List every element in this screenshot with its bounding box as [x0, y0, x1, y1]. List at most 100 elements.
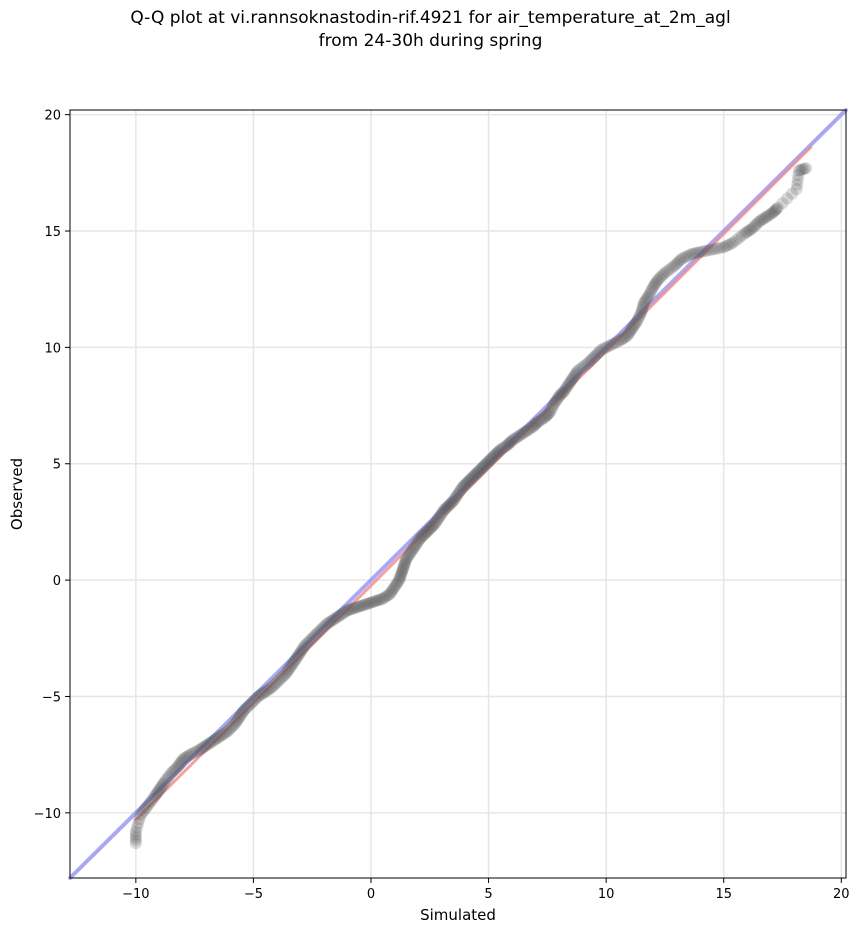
qq-point — [414, 532, 427, 545]
qq-point — [791, 173, 804, 186]
x-axis-label: Simulated — [420, 906, 496, 924]
qq-point — [430, 514, 443, 527]
qq-point — [283, 661, 296, 674]
qq-point — [238, 704, 251, 717]
qq-point — [790, 183, 803, 196]
y-axis-ticks: −10 −5 0 5 10 15 20 — [34, 109, 70, 822]
grid-lines — [70, 110, 846, 878]
qq-point — [792, 169, 805, 182]
qq-point — [630, 315, 643, 328]
qq-point — [506, 434, 519, 447]
y-tick-label: 15 — [44, 225, 61, 240]
qq-point — [427, 519, 440, 532]
qq-point — [168, 763, 181, 776]
qq-point — [360, 597, 373, 610]
qq-point — [637, 299, 650, 312]
qq-point — [636, 304, 649, 317]
qq-point — [616, 333, 629, 346]
qq-point — [567, 371, 580, 384]
qq-point — [325, 614, 338, 627]
qq-point — [399, 554, 412, 567]
qq-point — [468, 469, 481, 482]
qq-point — [523, 422, 536, 435]
qq-point — [141, 799, 154, 812]
qq-point — [300, 637, 313, 650]
qq-point — [614, 334, 627, 347]
qq-point — [501, 439, 514, 452]
qq-point — [288, 654, 301, 667]
qq-point — [584, 354, 597, 367]
qq-point — [221, 725, 234, 738]
qq-point — [313, 625, 326, 638]
qq-point — [154, 781, 167, 794]
qq-point — [503, 436, 516, 449]
qq-point — [631, 313, 644, 326]
qq-point — [416, 529, 429, 542]
qq-point — [744, 223, 757, 236]
qq-point — [424, 521, 437, 534]
qq-point — [218, 727, 231, 740]
qq-point — [229, 716, 242, 729]
qq-point — [537, 412, 550, 425]
qq-point — [626, 322, 639, 335]
qq-point — [225, 721, 238, 734]
qq-point — [304, 634, 317, 647]
qq-point — [798, 162, 811, 175]
qq-point — [611, 335, 624, 348]
qq-point — [267, 679, 280, 692]
qq-point — [689, 247, 702, 260]
qq-point — [574, 362, 587, 375]
qq-point — [677, 251, 690, 264]
qq-point — [188, 746, 201, 759]
qq-point — [161, 771, 174, 784]
qq-point — [556, 386, 569, 399]
qq-point — [259, 685, 272, 698]
qq-point — [735, 229, 748, 242]
qq-point — [738, 227, 751, 240]
qq-point — [504, 435, 517, 448]
qq-point — [195, 742, 208, 755]
qq-point — [352, 600, 365, 613]
qq-point — [392, 575, 405, 588]
identity-line — [68, 108, 848, 880]
qq-point — [680, 250, 693, 263]
qq-point — [307, 630, 320, 643]
qq-point — [393, 572, 406, 585]
qq-point — [641, 291, 654, 304]
qq-point — [633, 311, 646, 324]
qq-point — [516, 427, 529, 440]
qq-point — [771, 201, 784, 214]
qq-point — [295, 644, 308, 657]
qq-point — [624, 324, 637, 337]
qq-point — [544, 404, 557, 417]
qq-point — [528, 419, 541, 432]
qq-point — [751, 217, 764, 230]
qq-point — [214, 730, 227, 743]
x-tick-label: −10 — [122, 887, 149, 902]
qq-point — [644, 285, 657, 298]
qq-point — [663, 263, 676, 276]
qq-point — [246, 695, 259, 708]
qq-point — [410, 537, 423, 550]
qq-point — [432, 513, 445, 526]
qq-point — [442, 499, 455, 512]
qq-point — [770, 202, 783, 215]
qq-point — [476, 461, 489, 474]
qq-point — [337, 606, 350, 619]
qq-point — [480, 457, 493, 470]
qq-point — [248, 693, 261, 706]
qq-point — [255, 688, 268, 701]
qq-point — [668, 259, 681, 272]
qq-point — [555, 387, 568, 400]
qq-point — [568, 369, 581, 382]
qq-point — [452, 488, 464, 500]
qq-point — [768, 205, 781, 218]
qq-point — [394, 568, 407, 581]
qq-point — [607, 337, 620, 350]
qq-point — [529, 418, 542, 431]
qq-point — [412, 535, 425, 548]
qq-point — [262, 683, 275, 696]
qq-point — [345, 603, 358, 616]
y-tick-label: −10 — [34, 807, 61, 822]
qq-point — [740, 226, 753, 239]
